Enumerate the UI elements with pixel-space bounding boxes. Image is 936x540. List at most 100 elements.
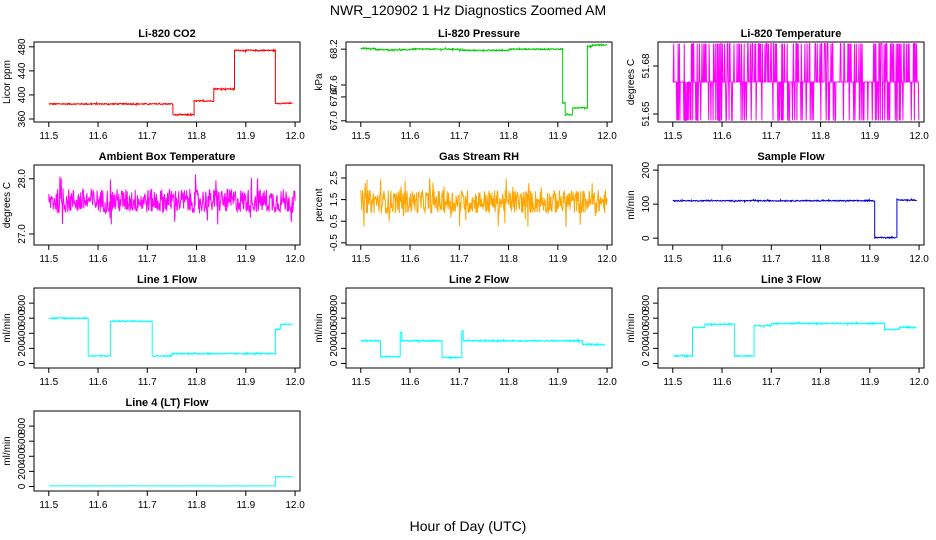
x-tick-label: 11.8 [187, 377, 206, 388]
x-tick-label: 12.0 [285, 500, 305, 511]
x-tick-label: 11.5 [663, 254, 682, 265]
series-line [48, 48, 293, 117]
y-tick-label: -0.5 [329, 234, 340, 252]
panel-title: Gas Stream RH [439, 151, 519, 163]
y-tick-label: 0 [329, 360, 340, 366]
x-tick-label: 12.0 [597, 254, 617, 265]
plot-frame [657, 164, 925, 246]
y-axis-label: kPa [314, 73, 325, 91]
panel-title: Li-820 Pressure [438, 28, 520, 40]
y-tick-label: 800 [17, 294, 28, 311]
x-tick-label: 11.5 [663, 377, 682, 388]
series-line [672, 320, 917, 359]
plot-frame [33, 41, 301, 123]
x-tick-label: 12.0 [909, 254, 929, 265]
x-tick-label: 12.0 [909, 131, 929, 142]
x-tick-label: 11.9 [548, 254, 567, 265]
x-tick-label: 11.5 [39, 500, 58, 511]
y-tick-label: 27.0 [17, 224, 28, 244]
x-tick-label: 11.5 [351, 254, 370, 265]
x-tick-label: 11.9 [548, 131, 567, 142]
x-tick-label: 11.7 [450, 131, 469, 142]
panel-0: Li-820 CO2 Licor ppm 11.5 11.6 11.7 11.8 11.9 1… [2, 28, 305, 142]
x-tick-label: 11.5 [351, 131, 370, 142]
y-tick-label: 67.6 [329, 75, 340, 95]
plot-frame [345, 41, 613, 123]
y-tick-label: 100 [641, 195, 652, 212]
y-tick-label: 51.68 [641, 53, 652, 78]
x-tick-label: 11.5 [663, 131, 682, 142]
y-tick-label: 600 [17, 309, 28, 326]
x-tick-label: 11.8 [499, 377, 518, 388]
figure-xlabel: Hour of Day (UTC) [410, 518, 527, 534]
y-axis-label: ml/min [2, 436, 13, 465]
x-tick-label: 11.8 [499, 131, 518, 142]
panel-8: Line 3 Flow ml/min 11.5 11.6 11.7 11.8 11.9 12.… [626, 274, 929, 388]
panels: Li-820 CO2 Licor ppm 11.5 11.6 11.7 11.8 11.9 1… [2, 28, 929, 511]
panel-1: Li-820 Pressure kPa 11.5 11.6 11.7 11.8 11.9 12… [314, 28, 617, 142]
panel-title: Li-820 CO2 [138, 28, 195, 40]
x-tick-label: 11.6 [713, 377, 732, 388]
y-tick-label: 400 [641, 325, 652, 342]
y-tick-label: 600 [17, 432, 28, 449]
plot-frame [345, 287, 613, 369]
y-tick-label: 200 [17, 340, 28, 357]
series-line [672, 43, 920, 121]
panel-6: Line 1 Flow ml/min 11.5 11.6 11.7 11.8 11.9 12.… [2, 274, 305, 388]
x-tick-label: 11.9 [236, 500, 255, 511]
series-line [48, 315, 293, 358]
plot-frame [33, 287, 301, 369]
x-tick-label: 11.9 [860, 377, 879, 388]
x-tick-label: 12.0 [285, 377, 305, 388]
y-tick-label: 200 [641, 161, 652, 178]
plot-frame [33, 164, 301, 246]
y-tick-label: 0 [641, 360, 652, 366]
panel-9: Line 4 (LT) Flow ml/min 11.5 11.6 11.7 11.8 11… [2, 397, 305, 511]
y-tick-label: 440 [17, 62, 28, 79]
plot-frame [657, 287, 925, 369]
x-tick-label: 11.7 [138, 377, 157, 388]
y-tick-label: 800 [17, 417, 28, 434]
series-line [672, 197, 918, 240]
panel-title: Sample Flow [757, 151, 825, 163]
x-tick-label: 11.8 [187, 254, 206, 265]
x-tick-label: 11.7 [138, 131, 157, 142]
y-axis-label: percent [314, 188, 325, 222]
y-tick-label: 51.65 [641, 101, 652, 126]
y-tick-label: 1.5 [329, 192, 340, 206]
y-tick-label: 400 [329, 325, 340, 342]
y-tick-label: 600 [641, 309, 652, 326]
panel-title: Line 2 Flow [449, 274, 509, 286]
y-tick-label: 600 [329, 309, 340, 326]
panel-3: Ambient Box Temperature degrees C 11.5 11.6… [2, 151, 305, 265]
x-tick-label: 11.5 [39, 377, 58, 388]
figure-title: NWR_120902 1 Hz Diagnostics Zoomed AM [330, 2, 606, 18]
series-line [360, 43, 608, 117]
panel-title: Ambient Box Temperature [99, 151, 236, 163]
y-tick-label: 200 [17, 463, 28, 480]
series-line [360, 329, 606, 360]
y-tick-label: 800 [329, 294, 340, 311]
plot-frame [345, 164, 613, 246]
x-tick-label: 11.6 [713, 254, 732, 265]
x-tick-label: 11.8 [811, 131, 830, 142]
y-tick-label: 480 [17, 38, 28, 55]
panel-title: Li-820 Temperature [741, 28, 842, 40]
x-tick-label: 11.9 [236, 131, 255, 142]
x-tick-label: 12.0 [597, 131, 617, 142]
y-tick-label: 67.4 [329, 87, 340, 107]
x-tick-label: 11.5 [39, 254, 58, 265]
series-line [48, 475, 293, 487]
x-tick-label: 12.0 [285, 131, 305, 142]
panel-title: Line 3 Flow [761, 274, 821, 286]
y-axis-label: ml/min [626, 313, 637, 342]
x-tick-label: 12.0 [285, 254, 305, 265]
y-tick-label: 0 [641, 235, 652, 241]
y-tick-label: 67.0 [329, 111, 340, 131]
x-tick-label: 11.8 [811, 377, 830, 388]
x-tick-label: 11.7 [762, 377, 781, 388]
x-tick-label: 11.7 [138, 254, 157, 265]
x-tick-label: 11.9 [548, 377, 567, 388]
x-tick-label: 11.6 [89, 254, 108, 265]
